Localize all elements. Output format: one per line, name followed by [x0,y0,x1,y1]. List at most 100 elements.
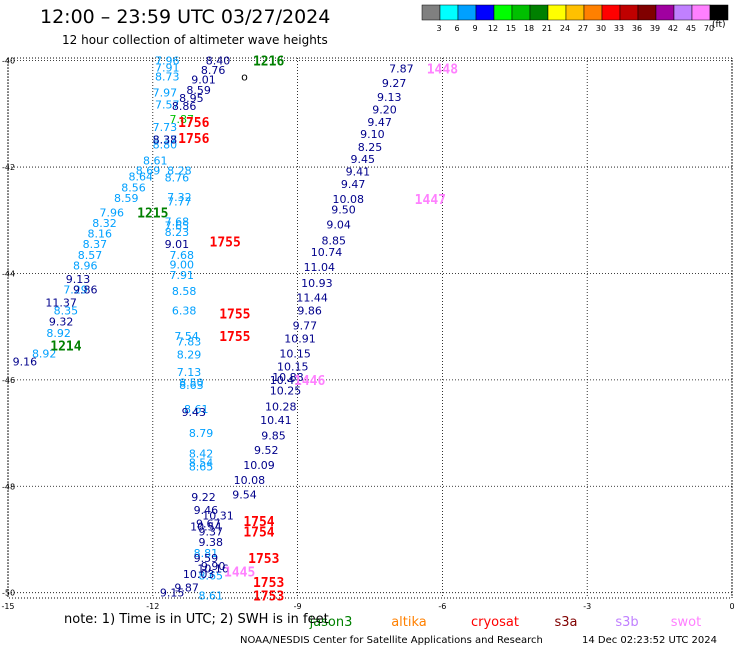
wave-height-point: 9.86 [297,305,322,318]
colorbar-swatch [583,4,603,21]
wave-height-point: 7.68 [165,215,190,228]
wave-height-point: 10.54 [190,521,222,534]
colorbar-label: 45 [686,24,696,33]
wave-height-point: 8.50 [179,377,204,390]
colorbar-label: 36 [632,24,642,33]
colorbar-swatch [691,4,711,21]
wave-height-point: 9.90 [201,560,226,573]
wave-height-point: 7.29 [63,283,88,296]
wave-height-point: 10.15 [277,361,309,374]
wave-height-point: 8.23 [165,226,190,239]
wave-height-point: 8.35 [54,305,79,318]
wave-height-point: 9.13 [66,273,91,286]
wave-height-point: 11.04 [304,261,336,274]
wave-height-point: 8.57 [78,249,103,262]
colorbar-unit: (ft) [712,20,726,30]
wave-height-point: 8.76 [165,172,190,185]
wave-height-point: 7.32 [167,191,192,204]
wave-height-point: 10.41 [270,374,302,387]
wave-height-point: 9.43 [182,406,207,419]
wave-height-point: 8.96 [73,259,98,272]
wave-height-point: 8.64 [128,171,153,184]
colorbar-label: 18 [524,24,534,33]
wave-height-point: 9.47 [367,116,392,129]
colorbar-label: 42 [668,24,678,33]
wave-height-point: 7.54 [174,330,199,343]
wave-height-point: 8.81 [194,547,219,560]
footer-credit: NOAA/NESDIS Center for Satellite Applica… [240,635,543,646]
wave-height-point: 9.00 [170,258,195,271]
wave-height-point: 10.15 [279,347,311,360]
wave-height-point: 9.59 [194,552,219,565]
wave-height-point: 9.50 [331,204,356,217]
wave-height-point: 8.73 [155,71,180,84]
pass-time-label: 1756 [178,132,209,147]
wave-height-point: 8.32 [92,217,117,230]
wave-height-point: 8.25 [358,141,383,154]
wave-height-point: 9.38 [198,536,223,549]
wave-height-point: 9.41 [346,165,371,178]
pass-time-label: 1755 [219,307,250,322]
pass-time-label: 1753 [253,576,284,591]
wave-height-point: 7.91 [170,269,195,282]
colorbar-swatch [457,4,477,21]
wave-height-point: 8.79 [189,427,214,440]
footer-note: note: 1) Time is in UTC; 2) SWH is in fe… [64,612,329,627]
wave-height-point: 8.54 [189,456,214,469]
wave-height-point: 7.57 [155,98,180,111]
wave-height-point: 9.45 [351,153,376,166]
wave-height-point: 11.44 [296,291,328,304]
wave-height-point: 8.40 [206,55,231,68]
x-tick-label: -6 [438,602,446,611]
y-tick-label: -40 [2,57,15,66]
pass-time-label: 1216 [253,55,284,70]
data-points: 7.967.918.737.977.577.738.378.808.618.69… [13,55,414,603]
pass-time-label: 1447 [415,193,446,208]
wave-height-point: 8.56 [121,181,146,194]
wave-height-point: 7.73 [153,121,178,134]
wave-height-point: o [241,71,248,84]
y-tick-label: -50 [2,589,15,598]
wave-height-point: 9.04 [326,219,351,232]
chart-subtitle: 12 hour collection of altimeter wave hei… [62,33,328,47]
wave-height-point: 8.37 [153,133,178,146]
colorbar-label: 6 [454,24,459,33]
y-tick-label: -44 [2,269,15,278]
colorbar-swatch [547,4,567,21]
wave-height-point: 9.52 [254,444,279,457]
pass-time-label: 1448 [427,63,458,78]
wave-height-point: 10.08 [333,193,365,206]
wave-height-point: 7.96 [100,206,125,219]
pass-time-label: 1446 [294,374,325,389]
axis-ticks: -15 -12 -9 -6 -3 0 -40 -42 -44 -46 -48 -50 [1,57,734,611]
wave-height-point: 9.37 [198,525,223,538]
grid-lines [7,58,733,598]
wave-height-point: 9.15 [160,587,185,600]
wave-height-point: 7.68 [170,249,195,262]
wave-height-point: 8.58 [172,285,197,298]
wave-height-point: 9.27 [382,77,407,90]
wave-height-point: 8.59 [114,192,139,205]
legend-entry-altika: altika [391,615,427,630]
colorbar-label: 33 [614,24,624,33]
wave-height-point: 10.09 [243,459,275,472]
wave-height-point: 8.76 [201,64,226,77]
wave-height-point: 9.77 [293,320,318,333]
colorbar-swatch [673,4,693,21]
wave-height-point: 9.47 [341,178,366,191]
y-tick-label: -48 [2,482,15,491]
colorbar-label: 24 [560,24,570,33]
legend-entry-s3b: s3b [615,615,638,630]
wave-height-point: 8.65 [189,461,214,474]
wave-height-point: 8.61 [143,155,168,168]
pass-time-label: 1755 [210,236,241,251]
wave-height-point: 8.38 [153,133,178,146]
wave-height-point: 8.92 [32,347,57,360]
x-tick-label: 0 [729,602,734,611]
colorbar: 3 6 9 12 15 18 21 24 27 30 33 36 39 42 45 70 [421,4,729,33]
wave-height-point: 8.28 [167,164,192,177]
wave-height-point: 8.61 [198,589,223,602]
colorbar-swatch [619,4,639,21]
